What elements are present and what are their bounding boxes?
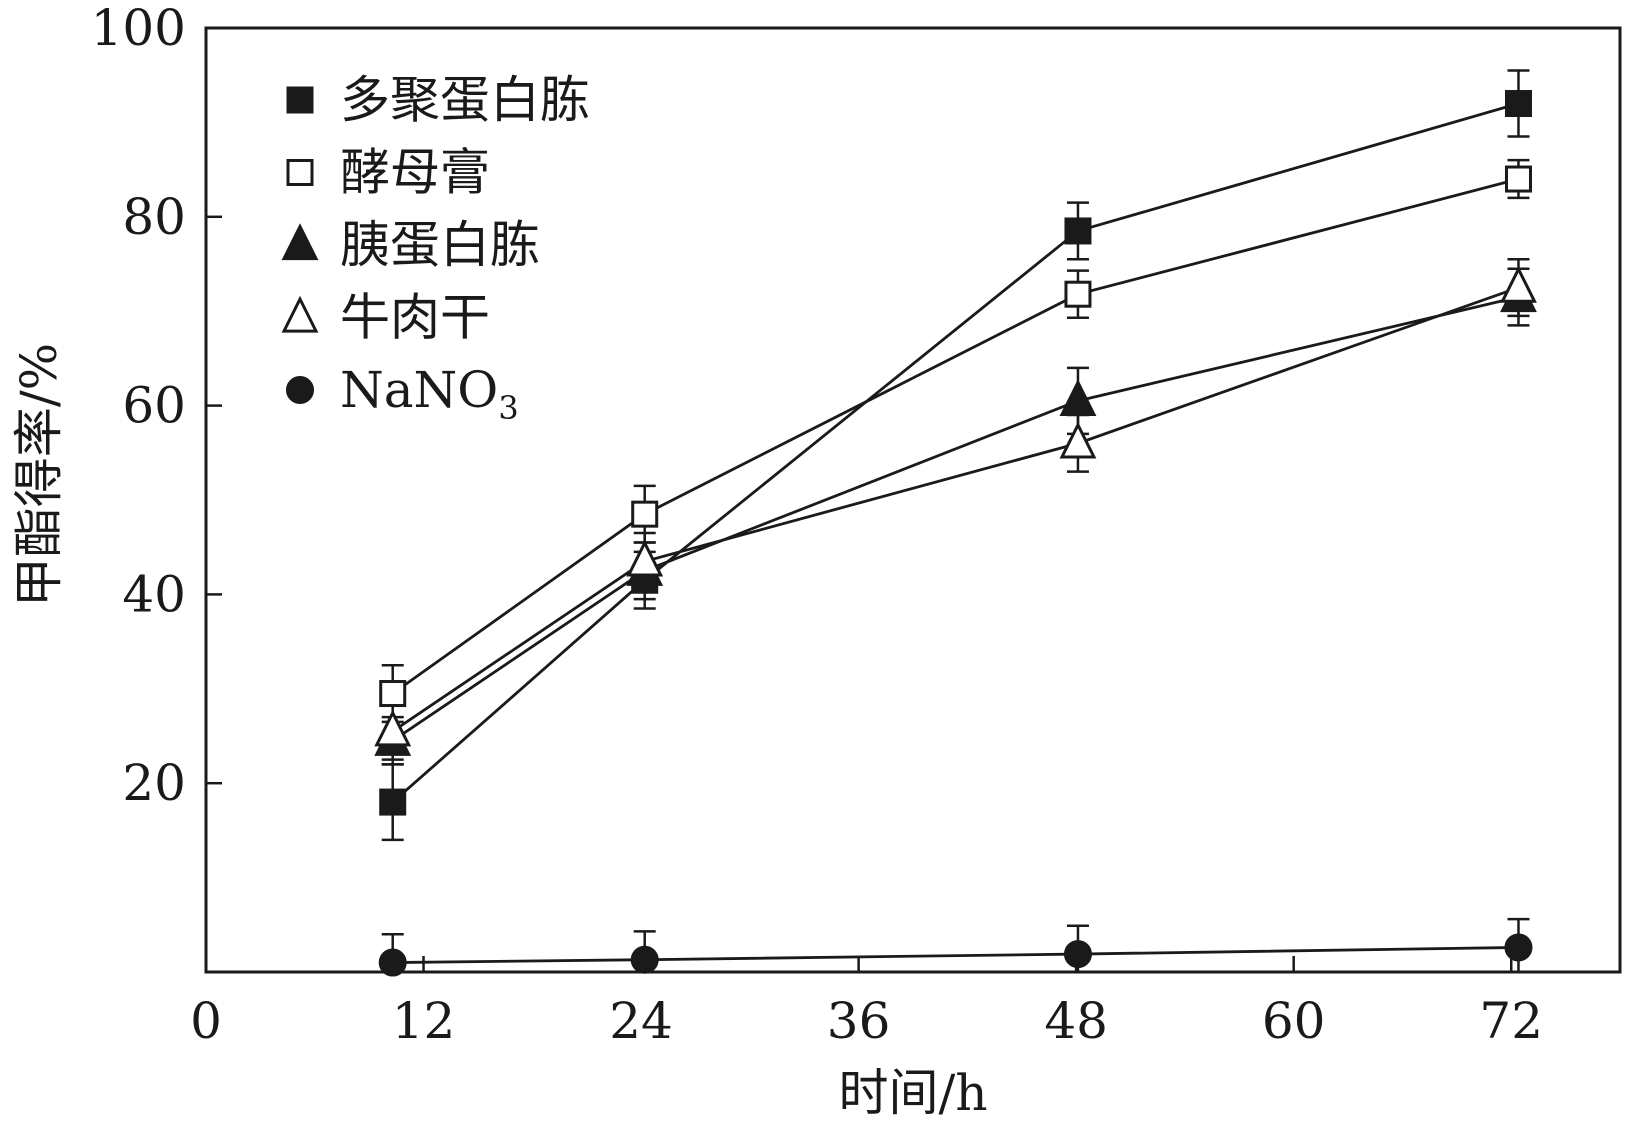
data-point [379,680,407,708]
data-point [1504,165,1532,193]
y-tick-label: 20 [122,754,186,812]
x-tick-label: 36 [827,992,891,1050]
legend-marker [286,376,314,404]
data-point [631,500,659,528]
x-axis-title: 时间/h [838,1064,987,1122]
x-tick-label: 12 [392,992,456,1050]
y-tick-label: 100 [91,0,186,57]
legend-marker [281,295,319,333]
series-line-0 [391,102,1519,804]
legend-label: 酵母膏 [340,144,490,202]
series-line-4 [392,946,1519,964]
data-point [1059,379,1097,416]
legend-marker [286,86,314,114]
legend-label: NaNO3 [340,361,519,427]
data-point [374,709,412,747]
data-point [1064,280,1092,308]
legend-label-subscript: 3 [498,389,518,427]
x-tick-label: 24 [609,992,673,1050]
legend-label: 牛肉干 [340,289,490,347]
data-point [379,788,407,816]
data-point [378,948,407,977]
x-tick-label: 72 [1479,992,1543,1050]
legend-marker [286,159,314,186]
data-point [630,945,659,974]
legend-marker [281,223,319,261]
x-tick-label: 60 [1262,992,1326,1050]
data-point [1500,265,1537,303]
data-point [1504,90,1532,118]
data-point [1504,933,1533,962]
plot-frame [204,26,1622,974]
legend-label: 胰蛋白胨 [340,216,540,274]
legend-label: 多聚蛋白胨 [340,71,590,129]
data-point [626,539,664,577]
data-point [1064,217,1092,245]
x-tick-label: 48 [1044,992,1108,1050]
y-tick-label: 60 [122,377,186,435]
series-line-2 [391,295,1519,742]
y-axis-title: 甲酯得率/% [10,343,68,607]
data-point [1059,421,1097,459]
data-point [1063,940,1092,969]
y-tick-label: 40 [122,565,186,623]
x-tick-label: 0 [190,992,222,1050]
series-line-3 [391,286,1519,733]
series-line-1 [391,177,1519,695]
y-tick-label: 80 [122,188,186,246]
